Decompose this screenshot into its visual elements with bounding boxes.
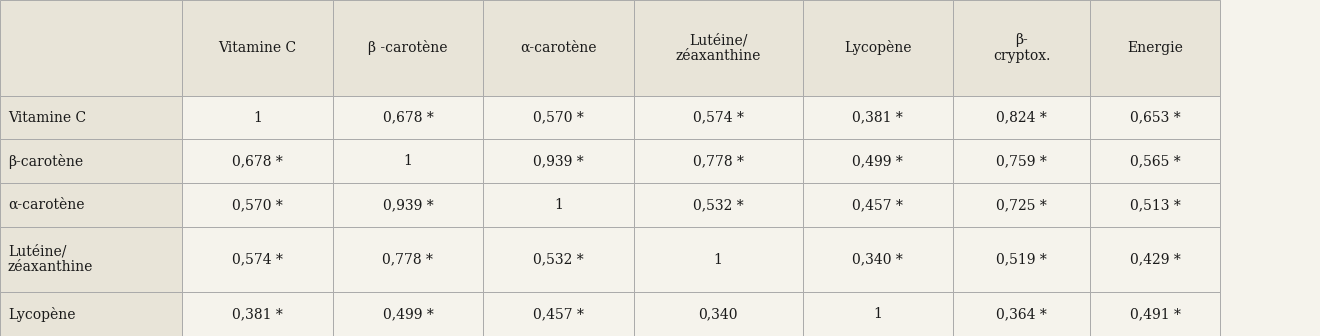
Text: α-carotène: α-carotène [8, 198, 84, 212]
Text: 0,532 *: 0,532 * [533, 253, 583, 266]
Bar [803, 96, 953, 139]
Text: 0,778 *: 0,778 * [693, 154, 743, 168]
Text: 0,532 *: 0,532 * [693, 198, 743, 212]
Text: 0,340 *: 0,340 * [853, 253, 903, 266]
Text: 1: 1 [714, 253, 722, 266]
Bar [182, 139, 333, 183]
Bar [1090, 292, 1220, 336]
Text: 0,939 *: 0,939 * [383, 198, 433, 212]
Text: Lutéine/
zéaxanthine: Lutéine/ zéaxanthine [8, 245, 94, 275]
Bar [953, 96, 1090, 139]
Text: β-carotène: β-carotène [8, 154, 83, 169]
Text: Lycopène: Lycopène [8, 307, 75, 322]
Text: 0,429 *: 0,429 * [1130, 253, 1180, 266]
Text: 0,364 *: 0,364 * [997, 307, 1047, 321]
Bar [483, 227, 634, 292]
Text: 0,565 *: 0,565 * [1130, 154, 1180, 168]
Bar [182, 292, 333, 336]
Bar [333, 292, 483, 336]
Text: 0,513 *: 0,513 * [1130, 198, 1180, 212]
Text: 1: 1 [404, 154, 412, 168]
Text: 1: 1 [874, 307, 882, 321]
Bar [634, 0, 803, 96]
Bar [1090, 227, 1220, 292]
Text: 0,678 *: 0,678 * [383, 111, 433, 125]
Text: α-carotène: α-carotène [520, 41, 597, 55]
Bar [483, 96, 634, 139]
Bar [483, 183, 634, 227]
Bar [333, 183, 483, 227]
Bar [803, 292, 953, 336]
Text: 0,499 *: 0,499 * [383, 307, 433, 321]
Bar [634, 183, 803, 227]
Bar [0, 96, 182, 139]
Text: 0,574 *: 0,574 * [693, 111, 743, 125]
Text: Lutéine/
zéaxanthine: Lutéine/ zéaxanthine [676, 33, 760, 63]
Bar [803, 139, 953, 183]
Bar [1090, 183, 1220, 227]
Bar [0, 0, 182, 96]
Bar [182, 0, 333, 96]
Text: 0,519 *: 0,519 * [997, 253, 1047, 266]
Bar [0, 183, 182, 227]
Bar [333, 0, 483, 96]
Bar [953, 139, 1090, 183]
Bar [953, 0, 1090, 96]
Bar [1090, 139, 1220, 183]
Text: 0,570 *: 0,570 * [533, 111, 583, 125]
Text: Vitamine C: Vitamine C [8, 111, 86, 125]
Bar [1090, 96, 1220, 139]
Text: 0,678 *: 0,678 * [232, 154, 282, 168]
Text: Lycopène: Lycopène [843, 40, 912, 55]
Bar [803, 0, 953, 96]
Bar [634, 227, 803, 292]
Text: 0,653 *: 0,653 * [1130, 111, 1180, 125]
Text: 1: 1 [554, 198, 562, 212]
Bar [483, 0, 634, 96]
Text: Vitamine C: Vitamine C [218, 41, 297, 55]
Bar [483, 292, 634, 336]
Text: 0,570 *: 0,570 * [232, 198, 282, 212]
Bar [483, 139, 634, 183]
Bar [953, 183, 1090, 227]
Text: 0,457 *: 0,457 * [533, 307, 583, 321]
Text: 0,759 *: 0,759 * [997, 154, 1047, 168]
Text: β-
cryptox.: β- cryptox. [993, 33, 1051, 63]
Text: 0,824 *: 0,824 * [997, 111, 1047, 125]
Bar [182, 96, 333, 139]
Text: 0,725 *: 0,725 * [997, 198, 1047, 212]
Text: 0,457 *: 0,457 * [853, 198, 903, 212]
Bar [0, 227, 182, 292]
Bar [803, 183, 953, 227]
Text: 0,939 *: 0,939 * [533, 154, 583, 168]
Bar [182, 183, 333, 227]
Bar [333, 139, 483, 183]
Bar [182, 227, 333, 292]
Text: 0,499 *: 0,499 * [853, 154, 903, 168]
Text: 0,778 *: 0,778 * [383, 253, 433, 266]
Bar [953, 292, 1090, 336]
Bar [634, 96, 803, 139]
Text: 0,340: 0,340 [698, 307, 738, 321]
Bar [634, 292, 803, 336]
Text: β -carotène: β -carotène [368, 40, 447, 55]
Text: 0,491 *: 0,491 * [1130, 307, 1180, 321]
Bar [333, 96, 483, 139]
Bar [1090, 0, 1220, 96]
Text: 0,381 *: 0,381 * [232, 307, 282, 321]
Bar [953, 227, 1090, 292]
Text: 0,574 *: 0,574 * [232, 253, 282, 266]
Bar [333, 227, 483, 292]
Bar [634, 139, 803, 183]
Text: 1: 1 [253, 111, 261, 125]
Bar [0, 292, 182, 336]
Bar [803, 227, 953, 292]
Text: Energie: Energie [1127, 41, 1183, 55]
Bar [0, 139, 182, 183]
Text: 0,381 *: 0,381 * [853, 111, 903, 125]
